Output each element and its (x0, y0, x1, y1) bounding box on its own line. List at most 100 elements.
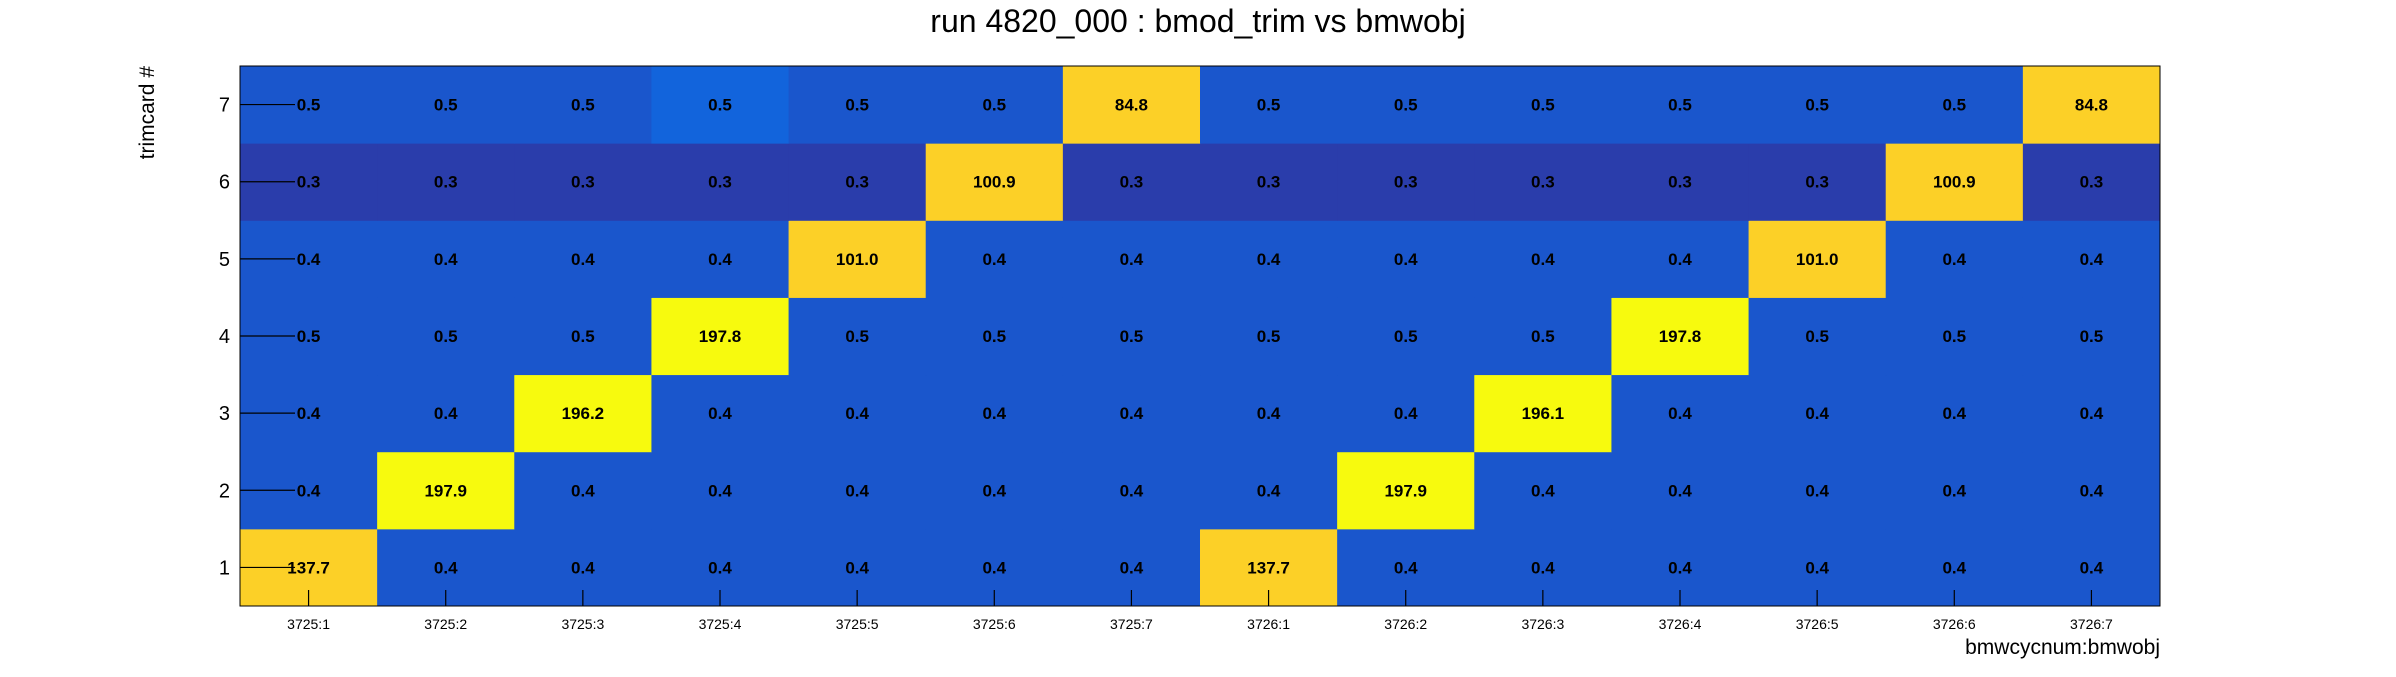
heatmap-cell (1062, 451, 1201, 530)
heatmap-cell (377, 297, 515, 376)
y-axis-title: trimcard # (136, 66, 159, 160)
cell-value-label: 0.4 (708, 558, 732, 577)
cell-value-label: 0.4 (297, 404, 321, 423)
cell-value-label: 197.9 (424, 481, 467, 500)
heatmap-cell (925, 451, 1064, 530)
cell-value-label: 0.4 (708, 250, 732, 269)
heatmap-cell (1337, 143, 1475, 221)
cell-value-label: 0.4 (1120, 250, 1144, 269)
cell-value-label: 0.5 (1257, 96, 1281, 115)
cell-value-label: 0.4 (2080, 558, 2104, 577)
cell-value-label: 0.5 (1120, 327, 1144, 346)
heatmap-cell (651, 451, 790, 530)
cell-value-label: 101.0 (1796, 250, 1839, 269)
heatmap-cell (925, 66, 1064, 144)
cell-value-label: 0.4 (1120, 481, 1144, 500)
x-tick-label: 3725:6 (973, 616, 1016, 632)
heatmap-cell (1748, 451, 1887, 530)
x-tick-label: 3726:3 (1521, 616, 1564, 632)
cell-value-label: 0.4 (845, 404, 869, 423)
heatmap-cell (514, 143, 652, 221)
heatmap-cell (1474, 220, 1612, 298)
cell-value-label: 0.4 (434, 404, 458, 423)
heatmap-cell (2022, 66, 2161, 144)
cell-value-label: 197.8 (1659, 327, 1702, 346)
cell-value-label: 0.4 (1942, 481, 1966, 500)
cell-value-label: 0.5 (434, 327, 458, 346)
heatmap-cell (1885, 451, 2024, 530)
heatmap-cell (377, 220, 515, 298)
cell-value-label: 0.3 (434, 173, 458, 192)
heatmap-cell (1474, 66, 1612, 144)
heatmap-cell (925, 374, 1064, 453)
heatmap-cell (1337, 374, 1475, 453)
heatmap-cell (2022, 220, 2161, 298)
x-tick-label: 3726:2 (1384, 616, 1427, 632)
cell-value-label: 0.4 (845, 481, 869, 500)
cell-value-label: 0.4 (1668, 250, 1692, 269)
heatmap-cell (925, 220, 1064, 298)
cell-value-label: 0.3 (1257, 173, 1281, 192)
cell-value-label: 101.0 (836, 250, 879, 269)
heatmap-cell (1748, 143, 1887, 221)
heatmap-cells (240, 66, 2161, 607)
cell-value-label: 0.5 (1257, 327, 1281, 346)
cell-value-label: 196.2 (562, 404, 605, 423)
cell-value-label: 0.4 (1805, 481, 1829, 500)
x-axis-title: bmwcycnum:bmwobj (1965, 636, 2160, 659)
cell-value-label: 0.5 (1805, 96, 1829, 115)
cell-value-label: 0.4 (571, 250, 595, 269)
y-tick-label: 1 (219, 557, 230, 579)
heatmap-cell (788, 297, 927, 376)
x-tick-label: 3725:4 (699, 616, 742, 632)
cell-value-label: 0.3 (1668, 173, 1692, 192)
heatmap-cell (925, 143, 1064, 221)
cell-value-label: 0.4 (434, 250, 458, 269)
heatmap-cell (1200, 451, 1338, 530)
cell-value-label: 0.4 (1120, 558, 1144, 577)
cell-value-label: 0.3 (1531, 173, 1555, 192)
heatmap-cell (1200, 297, 1338, 376)
heatmap-cell (1885, 220, 2024, 298)
cell-value-label: 196.1 (1522, 404, 1565, 423)
cell-value-label: 0.4 (1668, 404, 1692, 423)
cell-value-label: 0.4 (1394, 558, 1418, 577)
cell-value-label: 0.5 (1394, 327, 1418, 346)
heatmap-cell (514, 451, 652, 530)
heatmap-cell (651, 66, 790, 144)
cell-value-label: 0.3 (708, 173, 732, 192)
cell-value-label: 137.7 (287, 558, 330, 577)
cell-value-label: 0.4 (708, 404, 732, 423)
heatmap-cell (1200, 374, 1338, 453)
cell-value-label: 0.4 (1942, 558, 1966, 577)
heatmap-cell (514, 220, 652, 298)
heatmap-cell (1885, 143, 2024, 221)
heatmap-cell (377, 143, 515, 221)
cell-value-label: 197.8 (699, 327, 742, 346)
heatmap-cell (788, 220, 927, 298)
heatmap-cell (1062, 220, 1201, 298)
heatmap-cell (377, 66, 515, 144)
cell-value-label: 0.5 (1531, 327, 1555, 346)
heatmap-cell (1611, 220, 1750, 298)
heatmap-cell (1611, 143, 1750, 221)
heatmap-cell (514, 66, 652, 144)
cell-value-label: 0.4 (1942, 250, 1966, 269)
heatmap-cell (651, 297, 790, 376)
cell-value-label: 0.3 (571, 173, 595, 192)
heatmap-cell (1062, 297, 1201, 376)
cell-value-label: 0.4 (1394, 250, 1418, 269)
cell-value-label: 0.4 (1257, 481, 1281, 500)
y-tick-label: 5 (219, 249, 230, 271)
x-tick-label: 3726:5 (1796, 616, 1839, 632)
cell-value-label: 0.4 (2080, 481, 2104, 500)
cell-value-label: 0.4 (1257, 404, 1281, 423)
cell-value-label: 0.4 (297, 481, 321, 500)
cell-value-label: 0.4 (982, 481, 1006, 500)
heatmap-cell (1885, 297, 2024, 376)
cell-value-label: 0.4 (1120, 404, 1144, 423)
heatmap-cell (2022, 297, 2161, 376)
cell-value-label: 0.4 (1668, 481, 1692, 500)
